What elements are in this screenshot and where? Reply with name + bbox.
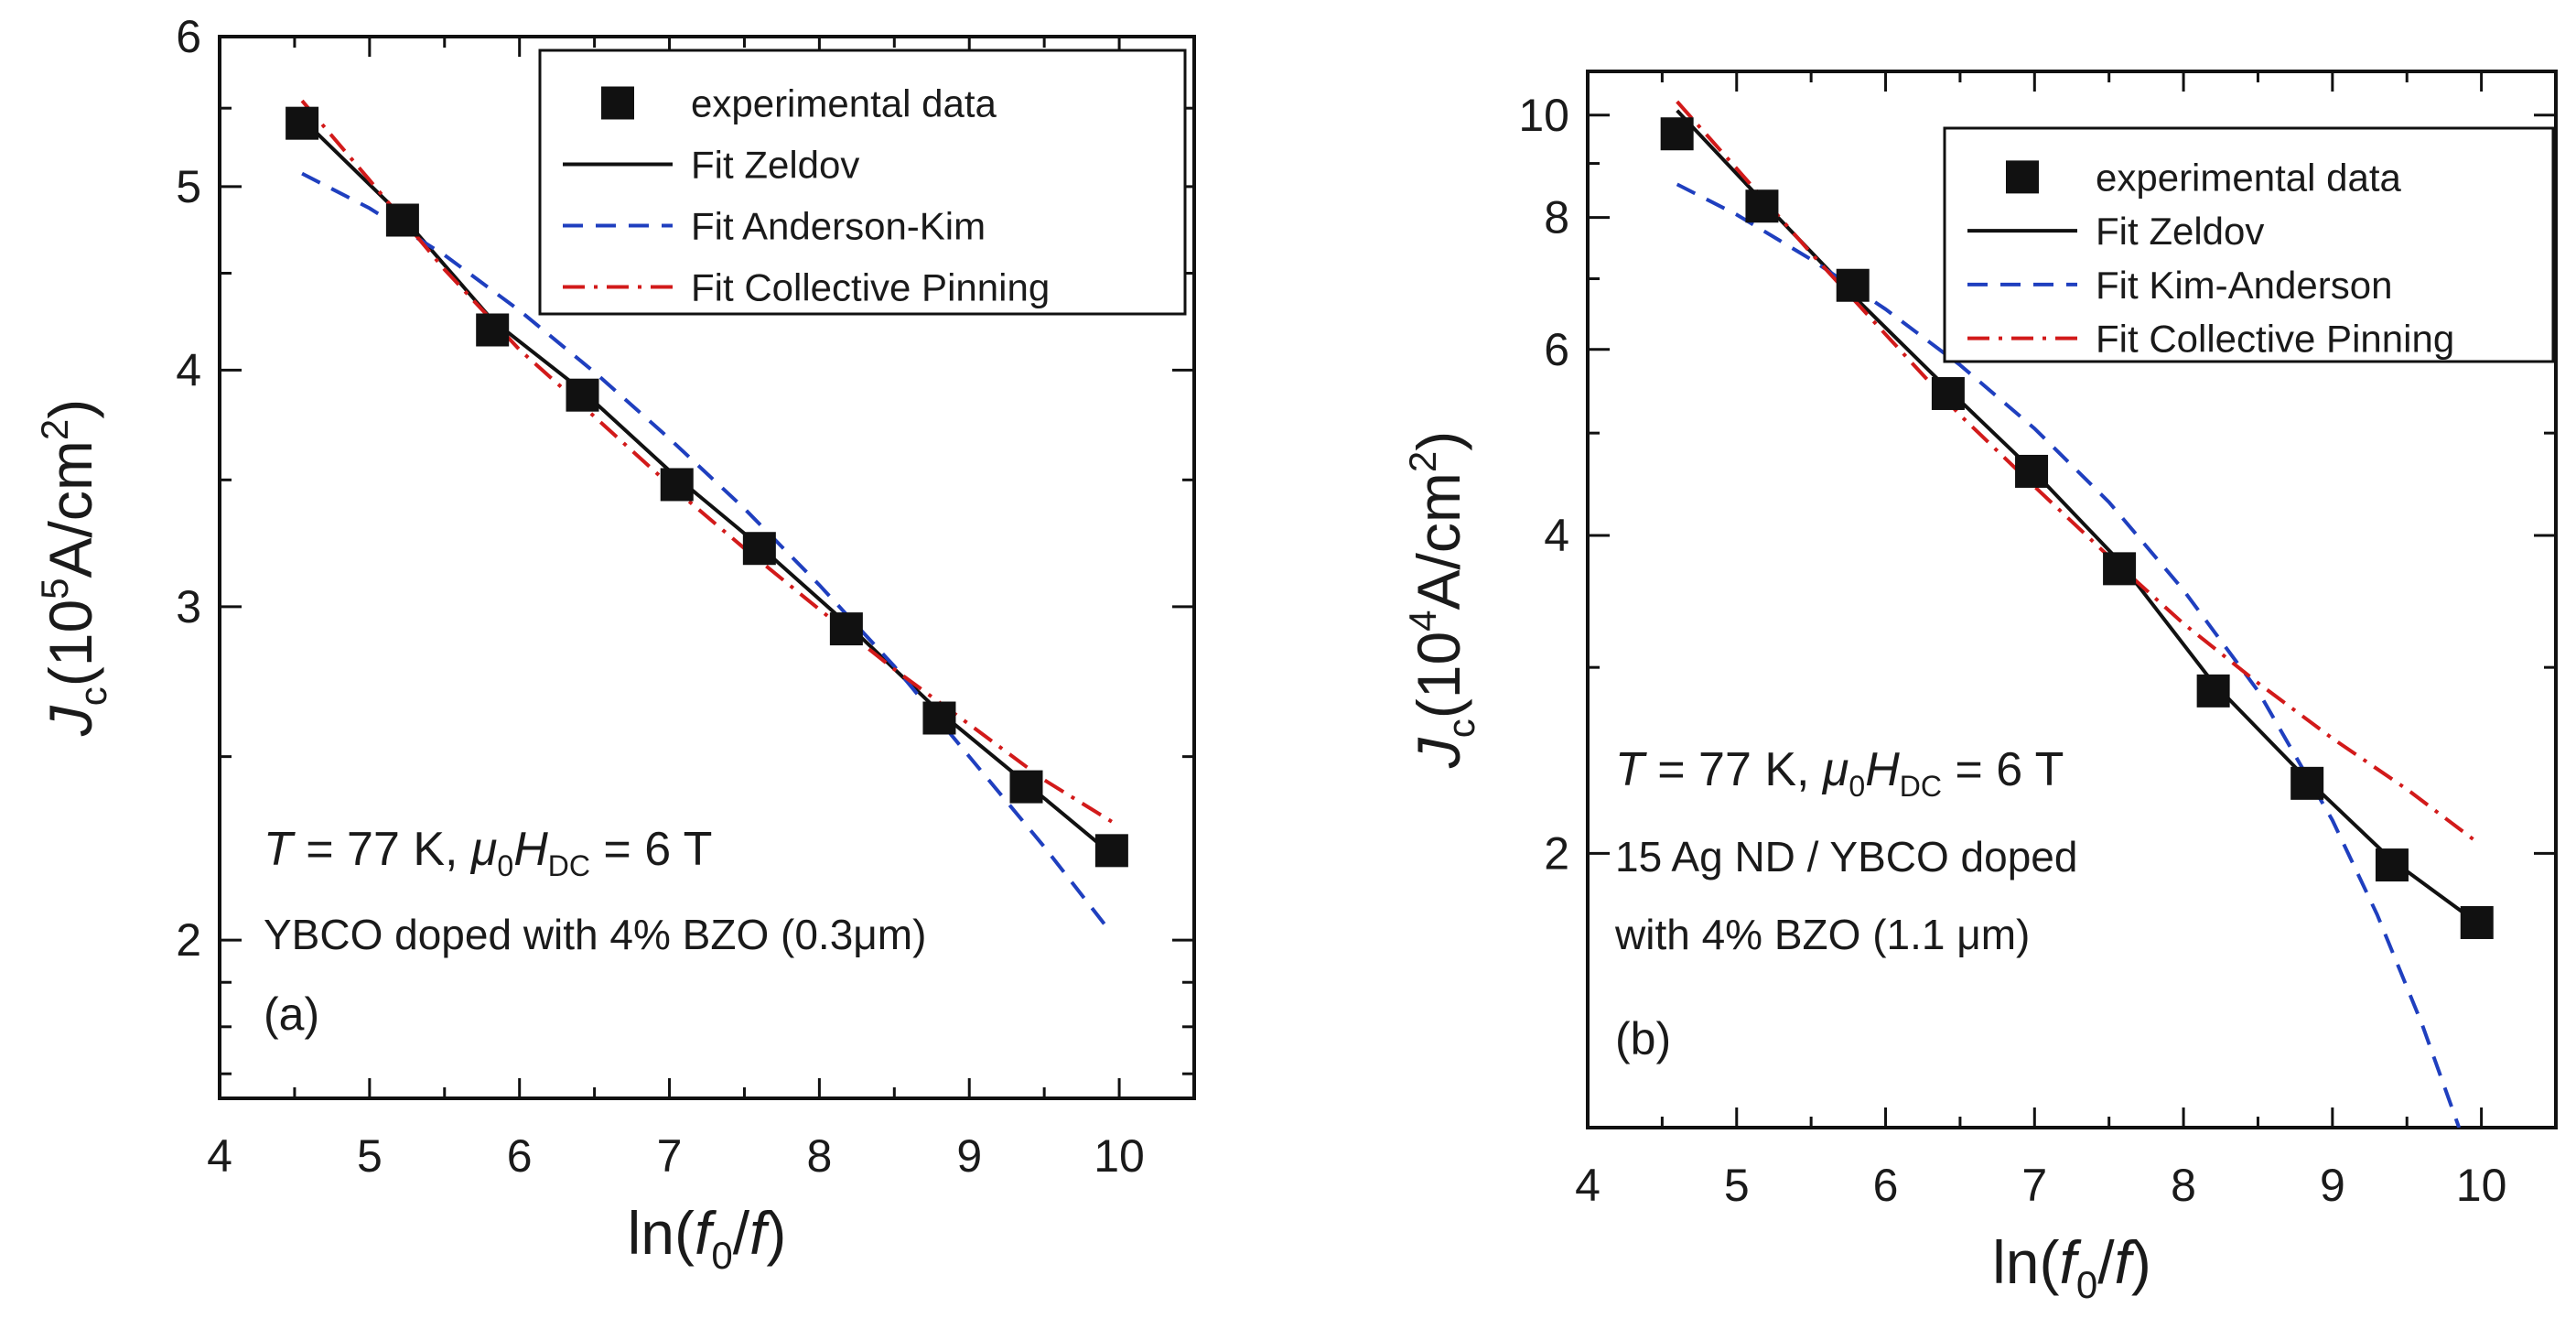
annotation-conditions: T = 77 K, μ0HDC = 6 T: [1615, 743, 2064, 803]
y-axis-label: Jc(104A/cm2): [1401, 431, 1482, 769]
legend-marker: [2006, 160, 2039, 194]
series-line-fit-kim-anderson: [1676, 182, 2462, 1128]
data-point: [2375, 848, 2409, 882]
x-tick-label: 4: [1575, 1160, 1601, 1211]
data-point: [566, 378, 599, 412]
legend-label: Fit Kim-Anderson: [2096, 264, 2392, 307]
data-point: [742, 532, 776, 566]
x-tick-label: 10: [1094, 1130, 1145, 1182]
x-tick-label: 9: [2320, 1160, 2345, 1211]
x-tick-label: 9: [956, 1130, 982, 1182]
x-tick-label: 7: [2021, 1160, 2047, 1211]
series-line-fit-zeldov: [300, 117, 1114, 856]
y-tick-label: 2: [1544, 827, 1569, 879]
legend-label: Fit Anderson-Kim: [691, 205, 986, 248]
x-axis-label: ln(f0/f): [1992, 1228, 2151, 1306]
y-tick-label: 5: [176, 161, 201, 212]
series-line-fit-collective-pinning: [1676, 100, 2478, 844]
plot-frame: [1586, 70, 2558, 1129]
y-tick-label: 10: [1518, 90, 1569, 141]
legend-label: Fit Collective Pinning: [691, 266, 1050, 309]
data-point: [1836, 268, 1870, 302]
chart-panel-b: 4 5 6 7 8 9 10 2 4 6 8 10 ln(f0/f) Jc(104A/cm2) experi…: [1401, 70, 2558, 1306]
data-point: [2015, 454, 2049, 488]
data-point: [2196, 674, 2230, 708]
annotation-sample: YBCO doped with 4% BZO (0.3μm): [264, 911, 926, 958]
x-axis-label: ln(f0/f): [628, 1199, 787, 1277]
chart-panel-a: 4 5 6 7 8 9 10 2 3 4 5 6 ln(f0/f) Jc(105A/cm2) experim…: [33, 11, 1196, 1277]
panel-label: (b): [1615, 1013, 1671, 1064]
series-line-fit-collective-pinning: [300, 99, 1113, 824]
x-tick-label: 6: [507, 1130, 533, 1182]
y-tick-label: 6: [1544, 324, 1569, 375]
series-line-fit-anderson-kim: [301, 171, 1106, 925]
data-point: [829, 612, 863, 646]
y-tick-label: 3: [176, 581, 201, 632]
data-point: [476, 313, 510, 347]
data-point: [1931, 376, 1965, 410]
data-point: [922, 701, 956, 735]
data-point: [2460, 905, 2494, 939]
y-tick-label: 8: [1544, 192, 1569, 243]
data-point: [1745, 189, 1779, 223]
legend-box: [538, 49, 1187, 316]
legend-label: experimental data: [2096, 156, 2402, 199]
x-tick-label: 10: [2456, 1160, 2507, 1211]
y-tick-label: 2: [176, 914, 201, 966]
annotation-sample-2: with 4% BZO (1.1 μm): [1614, 911, 2030, 958]
annotation-conditions: T = 77 K, μ0HDC = 6 T: [264, 823, 712, 882]
x-tick-label: 4: [207, 1130, 232, 1182]
annotation-sample: 15 Ag ND / YBCO doped: [1615, 833, 2077, 880]
data-point: [1660, 117, 1694, 151]
legend-label: Fit Zeldov: [2096, 210, 2264, 253]
x-tick-label: 8: [2171, 1160, 2196, 1211]
data-point: [1009, 770, 1043, 804]
y-tick-label: 6: [176, 11, 201, 62]
data-point: [660, 468, 694, 502]
legend-marker: [601, 86, 634, 120]
data-point: [2103, 552, 2137, 586]
panel-label: (a): [264, 988, 319, 1040]
x-tick-label: 6: [1873, 1160, 1899, 1211]
data-point: [286, 106, 319, 140]
legend-label: Fit Collective Pinning: [2096, 318, 2454, 361]
x-tick-label: 7: [657, 1130, 683, 1182]
y-tick-label: 4: [1544, 510, 1569, 561]
legend-label: Fit Zeldov: [691, 144, 859, 187]
data-point: [385, 203, 419, 237]
x-tick-label: 5: [357, 1130, 383, 1182]
y-tick-label: 4: [176, 344, 201, 395]
data-point: [1094, 834, 1128, 868]
x-tick-label: 5: [1724, 1160, 1750, 1211]
plot-frame: [218, 35, 1196, 1100]
data-point: [2290, 766, 2324, 800]
legend-label: experimental data: [691, 82, 997, 125]
legend-box: [1943, 126, 2555, 363]
x-tick-label: 8: [806, 1130, 832, 1182]
y-axis-label: Jc(105A/cm2): [33, 399, 114, 737]
